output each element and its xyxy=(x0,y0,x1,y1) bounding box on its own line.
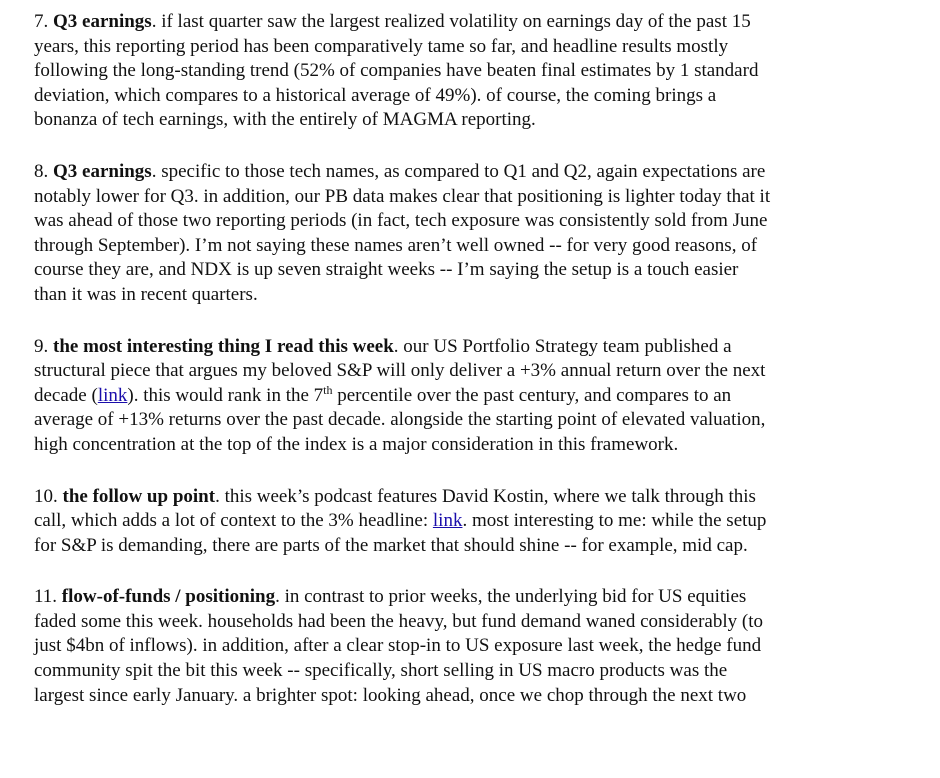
item-heading: flow-of-funds / positioning xyxy=(61,586,276,608)
item-heading: Q3 earnings xyxy=(53,11,152,32)
paragraph-item-11: 11. flow-of-funds / positioning. in cont… xyxy=(34,585,904,708)
paragraph-line: through September). I’m not saying these… xyxy=(34,234,758,256)
paragraph-line: 7. Q3 earnings. if last quarter saw the … xyxy=(34,11,751,32)
paragraph-line: 8. Q3 earnings. specific to those tech n… xyxy=(34,160,766,182)
item-number: 11. xyxy=(34,586,58,608)
paragraph-line: call, which adds a lot of context to the… xyxy=(34,509,904,534)
paragraph-item-10: 10. the follow up point. this week’s pod… xyxy=(34,485,904,559)
paragraph-line: than it was in recent quarters. xyxy=(34,283,258,305)
report-link[interactable]: link xyxy=(97,384,128,406)
paragraph-line: course they are, and NDX is up seven str… xyxy=(34,259,739,281)
paragraph-line: largest since early January. a brighter … xyxy=(34,684,747,706)
item-number: 10. xyxy=(34,485,58,507)
paragraph-text: percentile over the past century, and co… xyxy=(332,384,732,406)
paragraph-line: following the long-standing trend (52% o… xyxy=(34,60,759,82)
ordinal-suffix: th xyxy=(323,382,333,397)
item-heading: Q3 earnings xyxy=(53,160,152,182)
paragraph-text: if last quarter saw the largest realized… xyxy=(161,11,751,32)
paragraph-item-9: 9. the most interesting thing I read thi… xyxy=(34,335,904,458)
paragraph-line: average of +13% returns over the past de… xyxy=(34,409,766,431)
paragraph-line: bonanza of tech earnings, with the entir… xyxy=(34,109,536,131)
paragraph-text: decade ( xyxy=(34,384,98,406)
paragraph-text: this week’s podcast features David Kosti… xyxy=(224,485,756,507)
paragraph-line: community spit the bit this week -- spec… xyxy=(34,660,728,682)
podcast-link[interactable]: link xyxy=(432,510,463,532)
paragraph-item-7: 7. Q3 earnings. if last quarter saw the … xyxy=(34,10,904,133)
paragraph-text: our US Portfolio Strategy team published… xyxy=(403,335,732,357)
item-number: 9. xyxy=(34,335,49,357)
paragraph-line: structural piece that argues my beloved … xyxy=(34,360,766,382)
paragraph-text: specific to those tech names, as compare… xyxy=(161,160,766,182)
paragraph-line: deviation, which compares to a historica… xyxy=(34,84,717,106)
paragraph-text: . most interesting to me: while the setu… xyxy=(462,510,767,532)
paragraph-line: 11. flow-of-funds / positioning. in cont… xyxy=(34,586,747,608)
item-number: 7. xyxy=(34,11,49,32)
paragraph-line: for S&P is demanding, there are parts of… xyxy=(34,534,748,556)
paragraph-line: 9. the most interesting thing I read thi… xyxy=(34,335,732,357)
paragraph-text: call, which adds a lot of context to the… xyxy=(34,510,433,532)
paragraph-item-8: 8. Q3 earnings. specific to those tech n… xyxy=(34,160,904,308)
paragraph-line: high concentration at the top of the ind… xyxy=(34,433,679,455)
paragraph-line: just $4bn of inflows). in addition, afte… xyxy=(34,635,762,657)
paragraph-text: ). this would rank in the 7 xyxy=(127,384,324,406)
item-number: 8. xyxy=(34,160,49,182)
item-heading: the most interesting thing I read this w… xyxy=(53,335,394,357)
paragraph-text: in contrast to prior weeks, the underlyi… xyxy=(284,586,747,608)
paragraph-line: notably lower for Q3. in addition, our P… xyxy=(34,185,771,207)
item-heading: the follow up point xyxy=(62,485,216,507)
paragraph-line: 10. the follow up point. this week’s pod… xyxy=(34,485,756,507)
paragraph-line: faded some this week. households had bee… xyxy=(34,610,764,632)
paragraph-line: decade (link). this would rank in the 7t… xyxy=(34,384,904,409)
paragraph-line: years, this reporting period has been co… xyxy=(34,35,729,57)
paragraph-line: was ahead of those two reporting periods… xyxy=(34,210,768,232)
